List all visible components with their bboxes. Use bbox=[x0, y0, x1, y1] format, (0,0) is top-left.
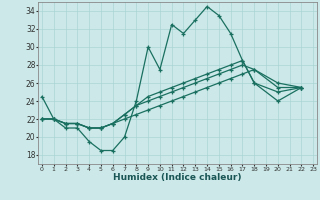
X-axis label: Humidex (Indice chaleur): Humidex (Indice chaleur) bbox=[113, 173, 242, 182]
